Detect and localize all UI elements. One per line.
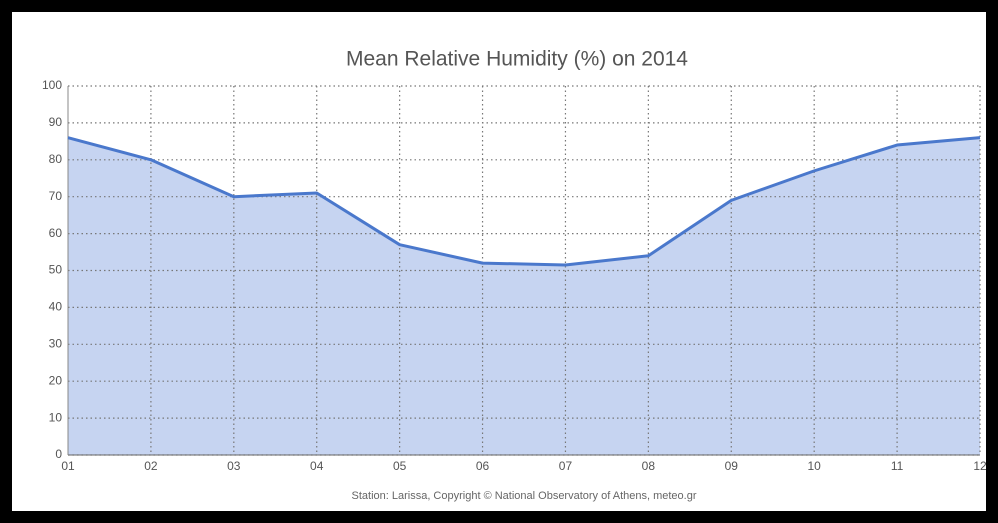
x-tick-label: 01 [61, 459, 75, 473]
area [68, 137, 980, 455]
y-tick-label: 10 [49, 410, 63, 424]
y-tick-label: 20 [49, 373, 63, 387]
x-tick-label: 12 [973, 459, 987, 473]
y-tick-label: 60 [49, 226, 63, 240]
x-tick-label: 05 [393, 459, 407, 473]
x-tick-label: 06 [476, 459, 490, 473]
y-tick-label: 70 [49, 189, 63, 203]
x-tick-label: 03 [227, 459, 241, 473]
x-tick-label: 02 [144, 459, 158, 473]
x-tick-label: 08 [642, 459, 656, 473]
y-tick-label: 0 [55, 447, 62, 461]
chart-title: Mean Relative Humidity (%) on 2014 [346, 48, 688, 71]
x-tick-label: 10 [808, 459, 822, 473]
x-tick-label: 04 [310, 459, 324, 473]
y-tick-label: 90 [49, 115, 63, 129]
x-tick-label: 09 [725, 459, 739, 473]
x-tick-label: 11 [891, 459, 904, 473]
y-tick-label: 80 [49, 152, 63, 166]
y-tick-label: 30 [49, 336, 63, 350]
y-tick-label: 100 [42, 78, 62, 92]
y-tick-label: 40 [49, 300, 63, 314]
line [67, 136, 981, 267]
footnote: Station: Larissa, Copyright © National O… [352, 490, 697, 502]
x-tick-label: 07 [559, 459, 573, 473]
y-tick-label: 50 [49, 263, 63, 277]
